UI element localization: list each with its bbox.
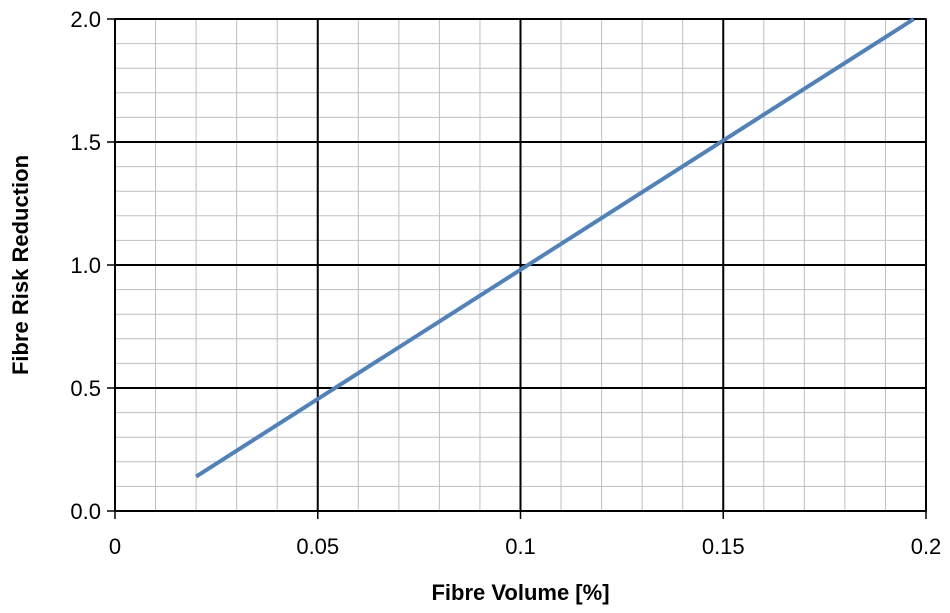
y-axis-title: Fibre Risk Reduction [8, 155, 33, 375]
x-tick-label: 0 [109, 534, 121, 559]
y-tick-label: 2.0 [70, 7, 101, 32]
x-tick-label: 0.05 [296, 534, 339, 559]
y-tick-label: 0.0 [70, 499, 101, 524]
y-axis-ticks: 0.0 0.5 1.0 1.5 2.0 [70, 7, 115, 524]
x-tick-label: 0.1 [505, 534, 536, 559]
series-line [195, 17, 915, 479]
x-tick-label: 0.15 [702, 534, 745, 559]
y-tick-label: 0.5 [70, 376, 101, 401]
y-tick-label: 1.0 [70, 253, 101, 278]
x-tick-label: 0.2 [911, 534, 942, 559]
x-axis-ticks: 0 0.05 0.1 0.15 0.2 [109, 511, 941, 559]
y-tick-label: 1.5 [70, 130, 101, 155]
x-axis-title: Fibre Volume [%] [431, 580, 609, 605]
series-layer [195, 17, 915, 479]
